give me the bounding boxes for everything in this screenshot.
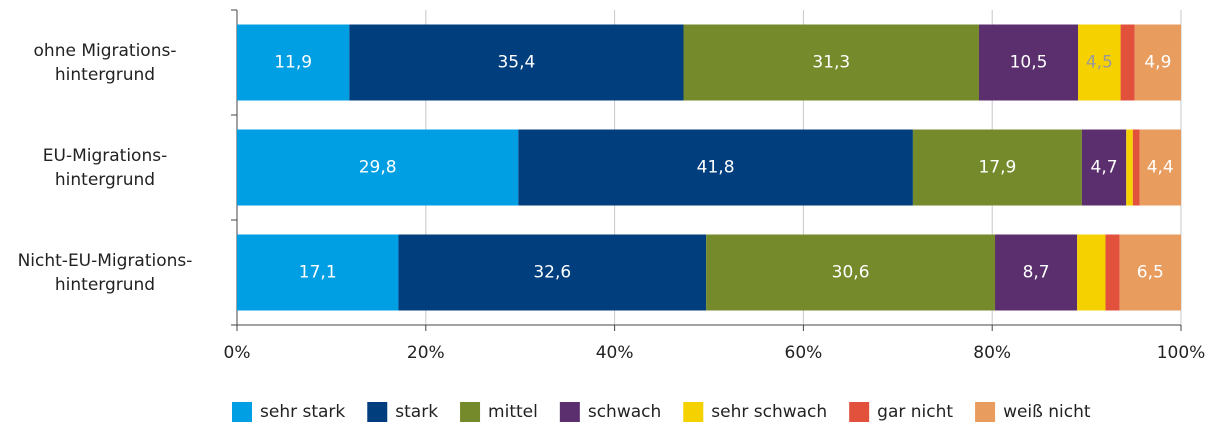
value-label: 4,9 (1144, 53, 1171, 73)
value-label: 11,9 (274, 53, 312, 73)
value-label: 17,9 (978, 158, 1016, 178)
bar-segment (1120, 24, 1135, 101)
bar-segment (237, 234, 399, 311)
value-label: 31,3 (812, 53, 850, 73)
bar-segment (1105, 234, 1120, 311)
x-tick-label: 100% (1157, 343, 1206, 363)
bar-segment (237, 129, 519, 206)
value-label: 35,4 (497, 53, 535, 73)
value-label: 8,7 (1023, 263, 1050, 283)
legend-swatch (849, 402, 870, 422)
bar-segment (1077, 234, 1106, 311)
bar-segment (237, 24, 350, 101)
bar-segment (398, 234, 707, 311)
x-tick-label: 20% (407, 343, 445, 363)
category-label: Nicht-EU-Migrations- hintergrund (17, 250, 193, 295)
x-tick-label: 40% (596, 343, 634, 363)
bar-segment (978, 24, 1079, 101)
legend-label: stark (395, 402, 438, 422)
bar-segment (1078, 24, 1121, 101)
legend-label: sehr schwach (711, 402, 827, 422)
bar-segment (706, 234, 996, 311)
bar-segment (995, 234, 1078, 311)
legend-label: gar nicht (877, 402, 953, 422)
legend-swatch (559, 402, 580, 422)
x-tick-label: 0% (224, 343, 251, 363)
value-label: 29,8 (359, 158, 397, 178)
x-tick-label: 60% (785, 343, 823, 363)
legend-swatch (460, 402, 481, 422)
bar-segment (1139, 129, 1181, 206)
category-label: EU-Migrations- hintergrund (42, 145, 168, 190)
value-label: 30,6 (832, 263, 870, 283)
legend-label: schwach (588, 402, 661, 422)
bar-segment (1119, 234, 1181, 311)
bar-segment (1081, 129, 1127, 206)
bar-segment (683, 24, 979, 101)
value-label: 4,4 (1147, 158, 1174, 178)
value-label: 6,5 (1137, 263, 1164, 283)
legend-label: sehr stark (260, 402, 345, 422)
bar-segment (1126, 129, 1133, 206)
legend-swatch (975, 402, 996, 422)
bar-segment (1132, 129, 1140, 206)
bar-segment (349, 24, 684, 101)
value-label: 32,6 (533, 263, 571, 283)
value-label: 17,1 (299, 263, 337, 283)
x-tick-label: 80% (973, 343, 1011, 363)
value-label: 4,7 (1091, 158, 1118, 178)
value-label: 10,5 (1010, 53, 1048, 73)
legend-label: mittel (488, 402, 538, 422)
legend-label: weiß nicht (1003, 402, 1091, 422)
bar-segment (912, 129, 1082, 206)
legend-swatch (232, 402, 252, 422)
category-label: ohne Migrations- hintergrund (33, 40, 177, 85)
bar-segment (518, 129, 913, 206)
value-label: 4,5 (1086, 53, 1113, 73)
bar-segment (1134, 24, 1181, 101)
legend-swatch (683, 402, 704, 422)
legend-swatch (367, 402, 388, 422)
value-label: 41,8 (697, 158, 735, 178)
